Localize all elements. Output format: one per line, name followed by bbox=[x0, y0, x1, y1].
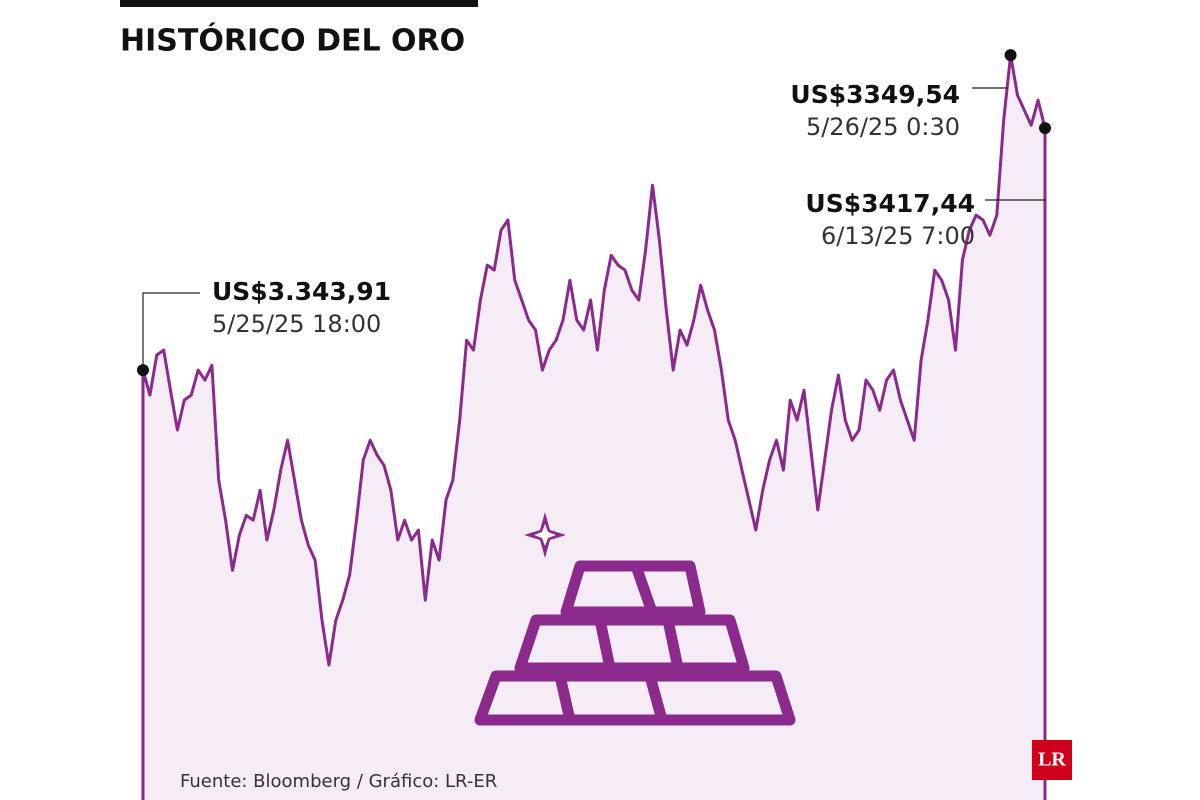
annotation-dot bbox=[1039, 122, 1051, 135]
annotation-dot bbox=[1004, 49, 1017, 62]
annotation-value: US$3.343,91 bbox=[212, 277, 391, 306]
chart-title: HISTÓRICO DEL ORO bbox=[120, 22, 465, 59]
annotation-dot bbox=[137, 364, 149, 377]
price-line bbox=[141, 53, 1047, 667]
annotation-value: US$3417,44 bbox=[805, 189, 975, 218]
plot-area bbox=[141, 53, 1047, 800]
annotation-date: 5/26/25 0:30 bbox=[806, 113, 960, 141]
gold-bars-icon bbox=[474, 512, 796, 726]
annotation-date: 6/13/25 7:00 bbox=[821, 222, 975, 250]
annotation-connector bbox=[142, 292, 200, 371]
annotation-value: US$3349,54 bbox=[790, 80, 960, 109]
annotation-date: 5/25/25 18:00 bbox=[212, 310, 381, 338]
source: Fuente: Bloomberg / Gráfico: LR-ER bbox=[180, 771, 497, 792]
area-fill bbox=[143, 55, 1045, 800]
logo: LR bbox=[1038, 749, 1066, 771]
title-bar bbox=[120, 0, 478, 7]
logo-box bbox=[1032, 740, 1072, 780]
